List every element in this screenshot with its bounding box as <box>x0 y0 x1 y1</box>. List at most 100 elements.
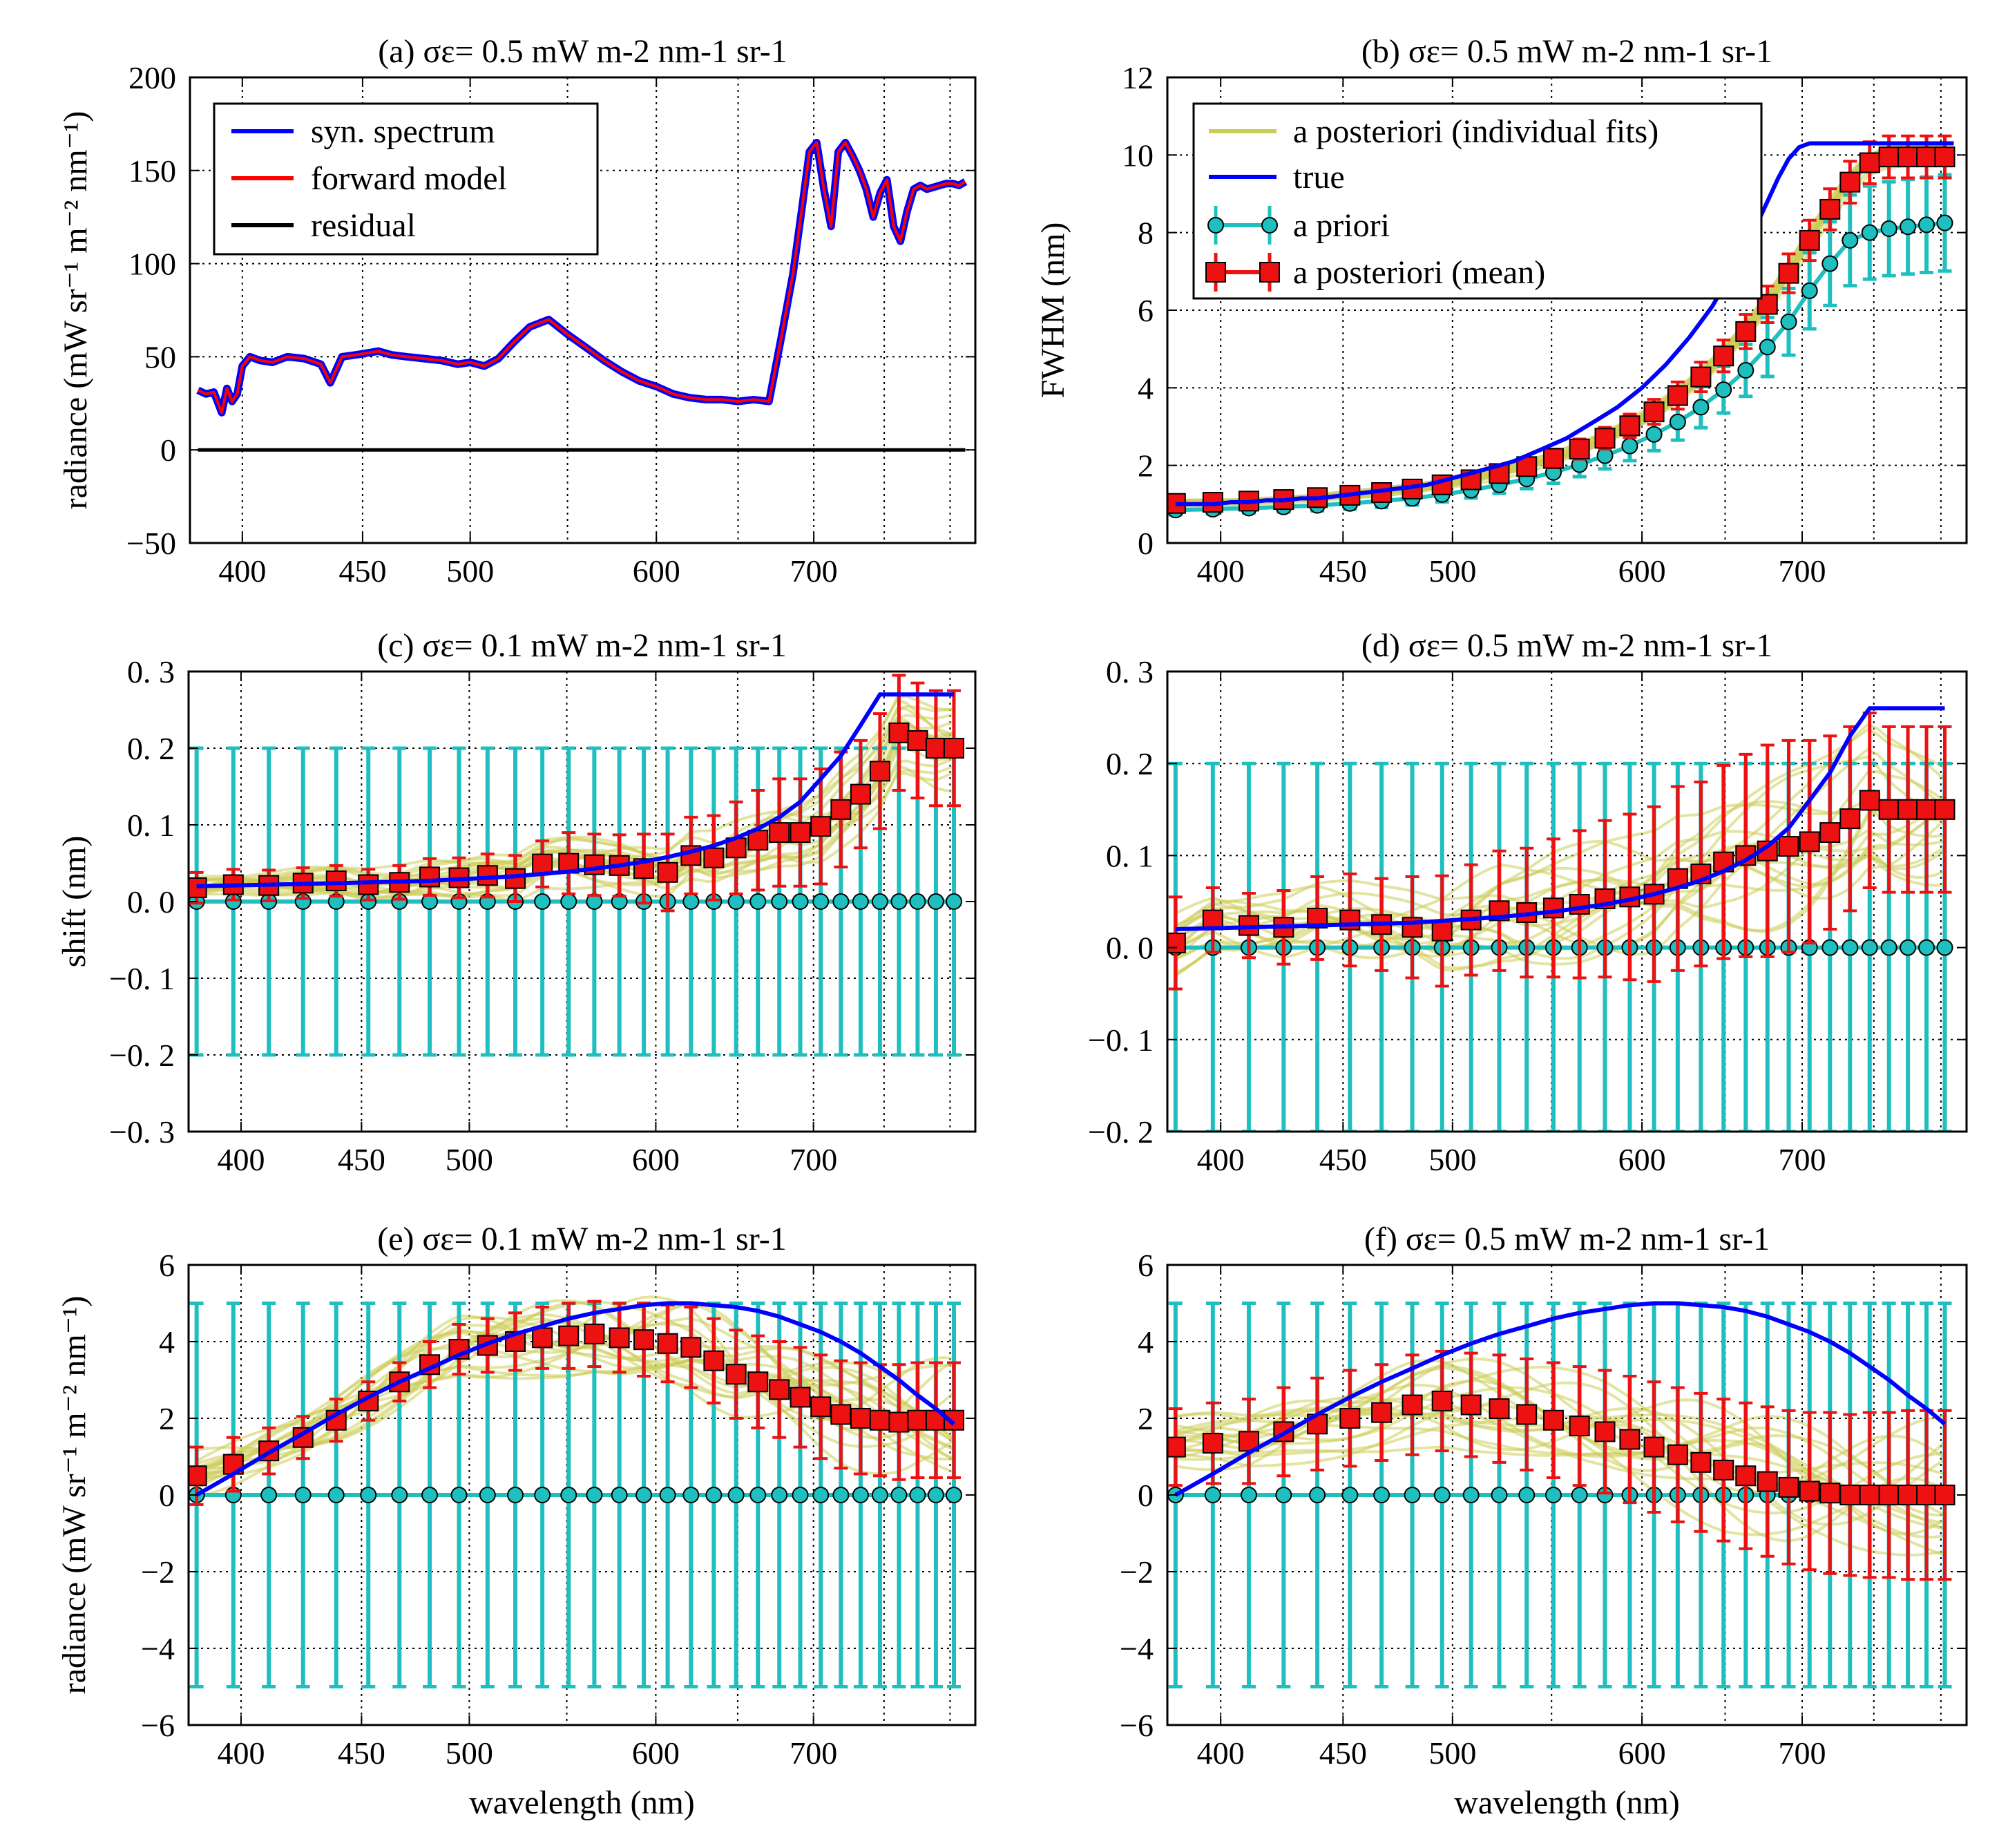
a-posteriori-point <box>703 1350 725 1371</box>
a-posteriori-point <box>769 1379 790 1400</box>
a-priori-point <box>294 1487 312 1503</box>
a-priori-point <box>945 1487 962 1503</box>
x-tick-label: 700 <box>1778 553 1826 589</box>
x-tick-label: 600 <box>632 1142 680 1177</box>
a-priori-point <box>1404 1487 1421 1503</box>
a-posteriori-point <box>1643 401 1665 423</box>
a-posteriori-point <box>1402 1394 1423 1416</box>
a-posteriori-point <box>1202 1433 1223 1454</box>
a-posteriori-point <box>1339 1408 1361 1429</box>
a-posteriori-point <box>1619 1429 1641 1450</box>
x-axis-label-f: wavelength (nm) <box>1454 1784 1680 1821</box>
a-posteriori-point <box>1934 799 1956 820</box>
a-posteriori-point <box>830 799 852 820</box>
a-priori-point <box>792 893 809 910</box>
a-priori-point <box>852 1487 869 1503</box>
y-axis-label-b: FWHM (nm) <box>1035 222 1071 399</box>
x-tick-label: 500 <box>446 1142 493 1177</box>
a-posteriori-point <box>1819 1483 1841 1504</box>
a-posteriori-point <box>869 761 890 782</box>
y-tick-label: 0 <box>1138 1478 1154 1513</box>
a-posteriori-point <box>1167 1436 1186 1458</box>
a-priori-point <box>1341 1487 1359 1503</box>
a-posteriori-point <box>609 1327 630 1349</box>
a-posteriori-point <box>1667 868 1688 889</box>
a-posteriori-point <box>869 1409 890 1431</box>
a-posteriori-point <box>1542 448 1564 469</box>
x-axis-label-e: wavelength (nm) <box>469 1784 695 1821</box>
x-tick-label: 600 <box>1618 1735 1666 1771</box>
panel-d: −0. 2 −0. 1 0. 0 0. 1 0. 2 0. 3 400 450 500 600 70… <box>1088 627 1968 1177</box>
a-posteriori-point <box>907 730 928 751</box>
y-tick-label: 6 <box>1138 1248 1154 1283</box>
true-line <box>1175 141 1954 506</box>
a-priori-point <box>450 1487 468 1503</box>
x-tick-label: 400 <box>217 1142 265 1177</box>
a-posteriori-point <box>657 1333 678 1354</box>
a-priori-point <box>1621 437 1638 455</box>
a-posteriori-point <box>1916 1485 1938 1505</box>
a-priori-point <box>635 1487 653 1503</box>
a-priori-point <box>1918 216 1935 234</box>
a-posteriori-point <box>1569 439 1590 460</box>
individual-fit-line <box>1174 723 1946 933</box>
panel-title-b: (b) σε= 0.5 mW m-2 nm-1 sr-1 <box>1361 33 1772 70</box>
a-priori-series <box>189 746 962 1057</box>
a-posteriori-point <box>1819 198 1841 220</box>
panel-b: 0 2 4 6 8 10 12 400 450 500 600 700 (b) σε= 0.5 mW m… <box>1035 33 1968 589</box>
x-tick-label: 600 <box>1618 1142 1666 1177</box>
a-priori-point <box>812 893 830 910</box>
x-tick-label: 700 <box>1778 1735 1826 1771</box>
x-tick-label: 450 <box>1319 1735 1367 1771</box>
y-tick-label: −4 <box>141 1631 175 1666</box>
y-tick-label: 0. 2 <box>127 731 175 766</box>
a-posteriori-point <box>1897 1485 1919 1505</box>
a-priori-point <box>832 1487 850 1503</box>
x-tick-label: 600 <box>633 553 680 589</box>
a-priori-point <box>534 893 551 910</box>
a-priori-point <box>1669 413 1686 430</box>
panel-c: −0. 3 −0. 2 −0. 1 0. 0 0. 1 0. 2 0. 3 400 450 500… <box>56 627 977 1177</box>
a-posteriori-point <box>1667 1444 1688 1465</box>
a-posteriori-point <box>1643 1436 1665 1458</box>
y-tick-label: 10 <box>1122 137 1154 173</box>
a-posteriori-point <box>657 861 678 883</box>
x-tick-label: 450 <box>338 1142 385 1177</box>
individual-fit-line <box>1175 1386 1945 1515</box>
panel-title-d: (d) σε= 0.5 mW m-2 nm-1 sr-1 <box>1361 627 1772 664</box>
a-priori-point <box>1842 939 1859 956</box>
y-tick-label: −2 <box>141 1554 175 1590</box>
a-posteriori-point <box>1594 1421 1616 1442</box>
legend-label: residual <box>311 207 416 244</box>
a-priori-point <box>1880 939 1897 956</box>
individual-fit-line <box>1175 1383 1945 1539</box>
a-priori-point <box>507 1487 524 1503</box>
a-posteriori-point <box>1569 1416 1590 1437</box>
legend-swatch <box>1261 217 1278 234</box>
a-priori-point <box>792 1487 809 1503</box>
a-priori-point <box>1801 282 1818 299</box>
a-posteriori-point <box>1859 790 1880 811</box>
a-priori-point <box>1433 1487 1451 1503</box>
y-tick-label: 0. 1 <box>127 808 175 843</box>
a-posteriori-series <box>1167 1349 1956 1581</box>
a-posteriori-point <box>1799 831 1820 852</box>
a-posteriori-point <box>1778 1476 1799 1498</box>
a-priori-point <box>421 1487 439 1503</box>
a-posteriori-point <box>1569 893 1590 915</box>
a-priori-point <box>1309 1487 1326 1503</box>
legend-label: a posteriori (individual fits) <box>1293 113 1658 150</box>
a-posteriori-point <box>925 738 946 759</box>
y-tick-label: 0. 0 <box>1106 931 1154 966</box>
x-tick-label: 600 <box>632 1735 680 1771</box>
y-tick-label: 4 <box>159 1324 175 1360</box>
a-priori-point <box>1715 381 1732 399</box>
a-priori-point <box>1842 231 1859 249</box>
a-posteriori-point <box>747 830 769 851</box>
x-tick-label: 400 <box>1197 1142 1245 1177</box>
x-tick-label: 500 <box>1428 1735 1476 1771</box>
a-posteriori-point <box>532 853 553 875</box>
x-tick-label: 450 <box>338 553 386 589</box>
forward-model-line <box>197 141 966 415</box>
a-posteriori-point <box>1690 1451 1712 1473</box>
